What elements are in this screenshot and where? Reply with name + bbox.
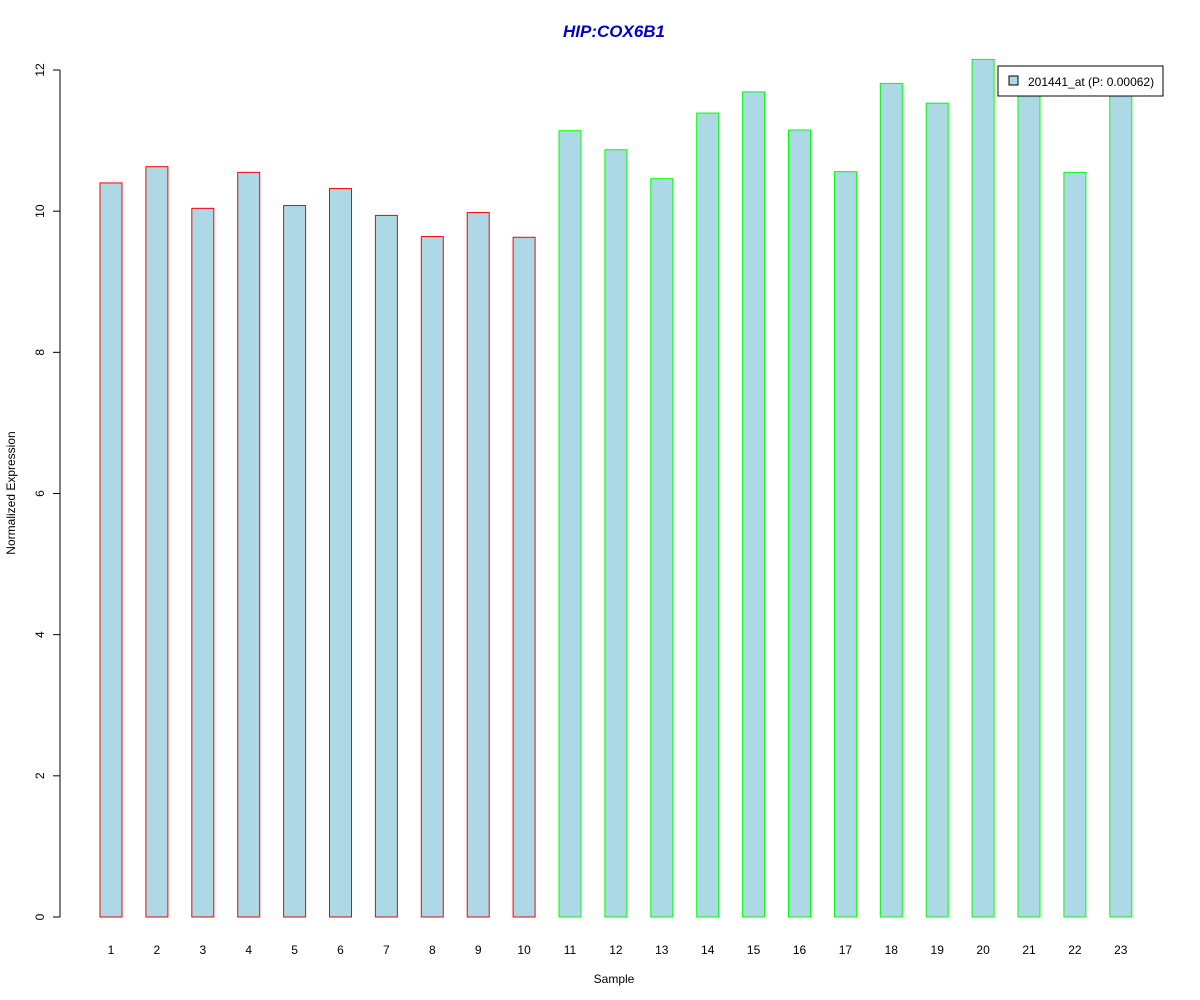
x-tick-label: 20: [976, 943, 990, 957]
x-tick-label: 13: [655, 943, 669, 957]
bar: [145, 166, 169, 918]
bar: [833, 171, 857, 918]
x-tick-label: 3: [199, 943, 206, 957]
bar: [420, 236, 444, 918]
x-tick-label: 1: [108, 943, 115, 957]
x-tick-label: 12: [609, 943, 623, 957]
legend-swatch: [1008, 75, 1019, 86]
y-tick-label: 2: [33, 772, 47, 779]
x-tick-label: 8: [429, 943, 436, 957]
bar: [879, 82, 903, 918]
bar: [742, 91, 766, 918]
y-tick-label: 12: [33, 63, 47, 77]
bar: [512, 236, 536, 918]
legend-box: [997, 65, 1164, 97]
x-tick-label: 10: [517, 943, 531, 957]
x-tick-label: 23: [1114, 943, 1128, 957]
x-tick-label: 11: [564, 943, 577, 957]
bar: [283, 205, 307, 918]
x-tick-label: 17: [839, 943, 853, 957]
bar: [191, 207, 215, 918]
y-tick-label: 4: [33, 631, 47, 638]
bar: [1109, 94, 1133, 918]
bar: [650, 178, 674, 918]
x-tick-label: 5: [291, 943, 298, 957]
y-tick-label: 10: [33, 204, 47, 218]
x-tick-label: 18: [885, 943, 899, 957]
bar: [466, 212, 490, 918]
bar: [558, 130, 582, 918]
x-tick-label: 21: [1022, 943, 1036, 957]
x-tick-label: 7: [383, 943, 390, 957]
bar: [971, 58, 995, 918]
bar: [788, 129, 811, 918]
x-tick-label: 4: [245, 943, 252, 957]
y-tick-label: 6: [33, 490, 47, 497]
x-axis-label: Sample: [594, 972, 635, 986]
bar: [1063, 171, 1087, 918]
bar: [925, 102, 949, 918]
x-tick-labels: 1 2 3 4 5 6 7 8 9 10 11 12 13 14 15 16 17 18 19 20 21 22 23: [108, 943, 1128, 957]
bars-group: [99, 58, 1133, 918]
x-tick-label: 22: [1068, 943, 1082, 957]
bar: [329, 188, 352, 918]
x-tick-label: 6: [337, 943, 344, 957]
bar: [374, 214, 398, 918]
x-tick-label: 14: [701, 943, 715, 957]
x-tick-label: 19: [931, 943, 945, 957]
x-tick-label: 9: [475, 943, 482, 957]
x-tick-label: 15: [747, 943, 761, 957]
y-axis: 0 2 4 6 8 10 12: [33, 63, 61, 920]
y-axis-label: Normalized Expression: [4, 431, 18, 554]
y-tick-label: 8: [33, 349, 47, 356]
x-tick-label: 2: [154, 943, 161, 957]
x-tick-label: 16: [793, 943, 807, 957]
bar: [604, 149, 628, 918]
bar: [99, 182, 123, 918]
bar: [696, 112, 720, 918]
bar: [1017, 94, 1041, 918]
legend: 201441_at (P: 0.00062): [997, 65, 1164, 97]
chart-title: HIP:COX6B1: [563, 22, 665, 41]
bar: [237, 171, 261, 918]
y-tick-label: 0: [33, 913, 47, 920]
legend-label: 201441_at (P: 0.00062): [1028, 75, 1154, 89]
